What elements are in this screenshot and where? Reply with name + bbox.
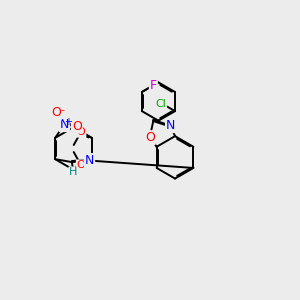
- Text: N: N: [166, 119, 175, 132]
- Text: Cl: Cl: [155, 99, 166, 109]
- Text: N: N: [85, 154, 94, 167]
- Text: O: O: [145, 131, 155, 144]
- Text: +: +: [64, 117, 72, 127]
- Text: O: O: [77, 160, 85, 170]
- Text: O: O: [77, 127, 85, 137]
- Text: -: -: [60, 106, 64, 116]
- Text: O: O: [72, 120, 82, 133]
- Text: F: F: [150, 79, 157, 92]
- Text: O: O: [51, 106, 61, 119]
- Text: N: N: [60, 118, 69, 131]
- Text: H: H: [69, 167, 78, 177]
